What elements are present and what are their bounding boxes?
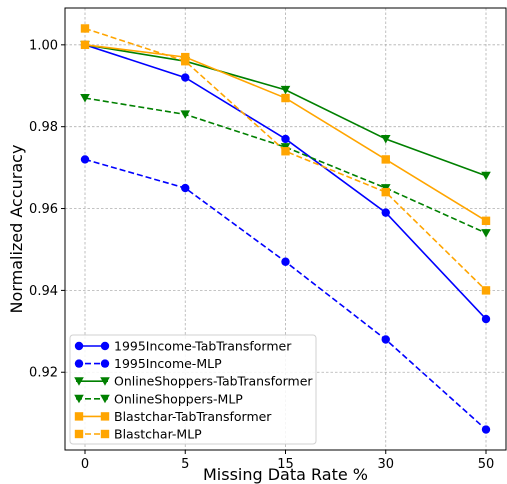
data-point xyxy=(281,257,290,266)
y-tick-label: 0.94 xyxy=(29,284,58,299)
legend-marker xyxy=(74,429,84,439)
data-point xyxy=(181,73,190,82)
legend-label: 1995Income-TabTransformer xyxy=(114,339,292,354)
series-group xyxy=(80,24,491,434)
x-tick-label: 15 xyxy=(277,457,294,472)
legend-item: 1995Income-TabTransformer xyxy=(74,339,292,354)
series-5 xyxy=(80,24,491,295)
series-1 xyxy=(80,155,491,434)
data-point xyxy=(80,40,90,50)
legend-item: Blastchar-TabTransformer xyxy=(74,409,272,424)
legend-item: OnlineShoppers-MLP xyxy=(74,391,243,406)
data-point xyxy=(80,94,90,103)
legend-marker xyxy=(74,394,84,404)
data-point xyxy=(381,208,390,217)
legend-marker xyxy=(100,377,110,386)
legend-marker xyxy=(74,341,84,351)
data-point xyxy=(281,147,290,156)
legend-label: OnlineShoppers-MLP xyxy=(114,391,243,406)
legend-box xyxy=(69,334,317,445)
legend-item: Blastchar-MLP xyxy=(74,427,202,442)
legend-marker xyxy=(100,394,110,404)
y-axis: 0.92 0.94 0.96 0.98 1.00 xyxy=(29,38,65,381)
x-axis-label: Missing Data Rate % xyxy=(203,465,368,484)
legend-marker xyxy=(74,377,84,386)
data-point xyxy=(380,134,391,144)
x-tick-label: 30 xyxy=(377,457,394,472)
data-point xyxy=(181,183,190,193)
legend-item: OnlineShoppers-TabTransformer xyxy=(74,374,313,389)
data-point xyxy=(481,171,491,181)
y-tick-label: 0.92 xyxy=(29,366,58,381)
data-point xyxy=(481,286,491,295)
x-tick-label: 50 xyxy=(478,457,495,472)
legend-label: Blastchar-MLP xyxy=(114,427,202,442)
data-point xyxy=(481,216,491,226)
legend-marker xyxy=(100,412,110,421)
legend: 1995Income-TabTransformer 1995Income-MLP O… xyxy=(69,334,317,445)
data-point xyxy=(481,425,491,434)
legend-label: 1995Income-MLP xyxy=(114,356,222,371)
legend-marker xyxy=(100,429,110,439)
data-point xyxy=(80,155,90,164)
y-tick-label: 1.00 xyxy=(29,38,58,53)
legend-label: Blastchar-TabTransformer xyxy=(114,409,272,424)
data-point xyxy=(481,229,491,238)
data-point xyxy=(280,85,291,95)
data-point xyxy=(281,134,290,144)
legend-marker xyxy=(74,412,84,421)
legend-marker xyxy=(74,359,84,368)
data-point xyxy=(281,93,290,103)
x-axis: 0 5 15 30 50 xyxy=(81,450,494,472)
legend-marker xyxy=(100,341,110,351)
data-point xyxy=(381,187,390,197)
y-tick-label: 0.96 xyxy=(29,202,58,217)
data-point xyxy=(381,335,390,344)
legend-marker xyxy=(100,359,110,368)
y-axis-label: Normalized Accuracy xyxy=(7,145,26,314)
legend-label: OnlineShoppers-TabTransformer xyxy=(114,374,313,389)
data-point xyxy=(80,24,90,33)
x-tick-label: 0 xyxy=(81,457,89,472)
data-point xyxy=(181,57,190,66)
y-tick-label: 0.98 xyxy=(29,120,58,135)
data-point xyxy=(481,314,491,324)
data-point xyxy=(180,110,191,119)
data-point xyxy=(381,155,390,164)
x-tick-label: 5 xyxy=(181,457,189,472)
legend-item: 1995Income-MLP xyxy=(74,356,222,371)
